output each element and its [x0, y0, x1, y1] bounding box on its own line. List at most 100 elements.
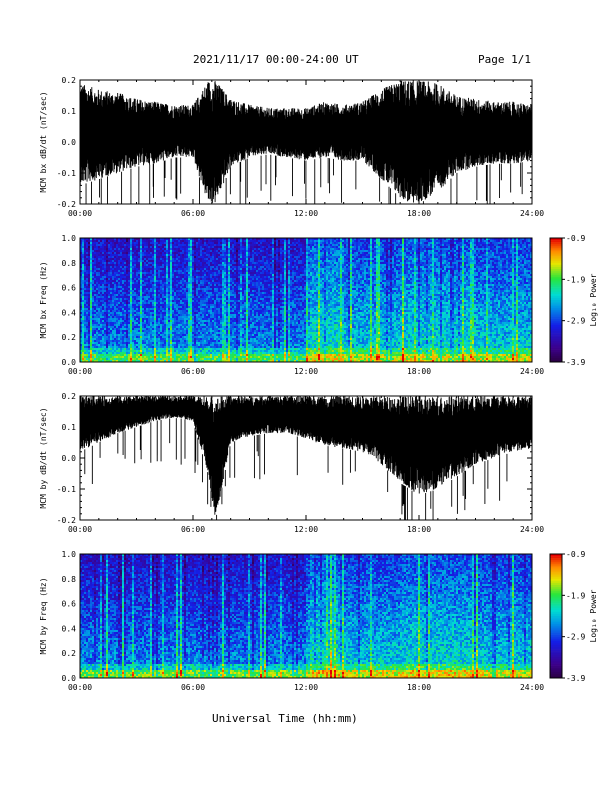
spectrogram-cell	[94, 314, 96, 316]
spectrogram-cell	[180, 348, 182, 350]
spectrogram-cell	[170, 320, 172, 322]
spectrogram-cell	[228, 310, 230, 312]
spectrogram-cell	[220, 306, 222, 308]
spectrogram-cell	[176, 300, 178, 302]
spectrogram-cell	[212, 334, 214, 336]
spectrogram-cell	[134, 340, 136, 342]
spectrogram-cell	[164, 246, 166, 248]
spectrogram-cell	[214, 324, 216, 326]
spectrogram-cell	[186, 306, 188, 308]
spectrogram-cell	[168, 306, 170, 308]
spectrogram-cell	[174, 318, 176, 320]
spectrogram-cell	[180, 330, 182, 332]
spectrogram-cell	[158, 276, 160, 278]
spectrogram-cell	[212, 286, 214, 288]
spectrogram-cell	[190, 256, 192, 258]
spectrogram-cell	[198, 284, 200, 286]
spectrogram-cell	[92, 348, 94, 350]
spectrogram-cell	[86, 284, 88, 286]
spectrogram-cell	[86, 346, 88, 348]
spectrogram-cell	[132, 298, 134, 300]
spectrogram-cell	[106, 344, 108, 346]
spectrogram-cell	[222, 266, 224, 268]
spectrogram-cell	[92, 314, 94, 316]
spectrogram-cell	[212, 328, 214, 330]
spectrogram-cell	[114, 286, 116, 288]
spectrogram-cell	[200, 260, 202, 262]
spectrogram-cell	[118, 332, 120, 334]
spectrogram-cell	[198, 314, 200, 316]
spectrogram-cell	[164, 328, 166, 330]
spectrogram-cell	[146, 268, 148, 270]
spectrogram-cell	[150, 296, 152, 298]
spectrogram-cell	[186, 320, 188, 322]
spectrogram-cell	[200, 264, 202, 266]
spectrogram-cell	[194, 256, 196, 258]
spectrogram-cell	[196, 276, 198, 278]
spectrogram-cell	[102, 318, 104, 320]
spectrogram-cell	[114, 344, 116, 346]
spectrogram-cell	[130, 290, 132, 292]
spectrogram-cell	[196, 300, 198, 302]
spectrogram-cell	[230, 256, 232, 258]
spectrogram-cell	[122, 344, 124, 346]
spectrogram-cell	[202, 326, 204, 328]
spectrogram-cell	[112, 278, 114, 280]
spectrogram-cell	[164, 310, 166, 312]
spectrogram-cell	[228, 292, 230, 294]
spectrogram-cell	[116, 320, 118, 322]
spectrogram-cell	[116, 314, 118, 316]
spectrogram-cell	[132, 302, 134, 304]
spectrogram-cell	[138, 260, 140, 262]
spectrogram-cell	[118, 336, 120, 338]
spectrogram-cell	[138, 314, 140, 316]
spectrogram-cell	[206, 282, 208, 284]
spectrogram-cell	[224, 310, 226, 312]
spectrogram-cell	[86, 306, 88, 308]
spectrogram-cell	[180, 308, 182, 310]
spectrogram-cell	[124, 282, 126, 284]
spectrogram-cell	[224, 278, 226, 280]
spectrogram-cell	[94, 324, 96, 326]
spectrogram-cell	[140, 308, 142, 310]
spectrogram-cell	[202, 246, 204, 248]
spectrogram-cell	[168, 332, 170, 334]
spectrogram-cell	[94, 288, 96, 290]
spectrogram-cell	[230, 268, 232, 270]
spectrogram-cell	[174, 306, 176, 308]
spectrogram-cell	[178, 326, 180, 328]
spectrogram-cell	[224, 282, 226, 284]
spectrogram-cell	[170, 356, 172, 358]
spectrogram-cell	[156, 342, 158, 344]
spectrogram-cell	[166, 328, 168, 330]
spectrogram-cell	[160, 330, 162, 332]
spectrogram-cell	[208, 358, 210, 360]
spectrogram-cell	[130, 300, 132, 302]
spectrogram-cell	[202, 254, 204, 256]
spectrogram-cell	[174, 296, 176, 298]
spectrogram-cell	[96, 278, 98, 280]
spectrogram-cell	[146, 358, 148, 360]
spectrogram-cell	[90, 312, 92, 314]
spectrogram-cell	[172, 288, 174, 290]
spectrogram-cell	[148, 318, 150, 320]
spectrogram-cell	[206, 288, 208, 290]
spectrogram-cell	[122, 354, 124, 356]
spectrogram-cell	[174, 268, 176, 270]
spectrogram-cell	[196, 318, 198, 320]
y-axis-label: MCM bx dB/dt (nT/sec)	[39, 91, 48, 192]
spectrogram-cell	[218, 268, 220, 270]
spectrogram-cell	[178, 250, 180, 252]
spectrogram-cell	[136, 344, 138, 346]
spectrogram-cell	[208, 316, 210, 318]
spectrogram-cell	[122, 258, 124, 260]
spectrogram-cell	[170, 298, 172, 300]
spectrogram-cell	[218, 330, 220, 332]
spectrogram-cell	[226, 358, 228, 360]
spectrogram-cell	[210, 278, 212, 280]
spectrogram-cell	[132, 326, 134, 328]
spectrogram-cell	[152, 250, 154, 252]
spectrogram-cell	[154, 346, 156, 348]
spectrogram-cell	[150, 318, 152, 320]
spectrogram-cell	[116, 282, 118, 284]
